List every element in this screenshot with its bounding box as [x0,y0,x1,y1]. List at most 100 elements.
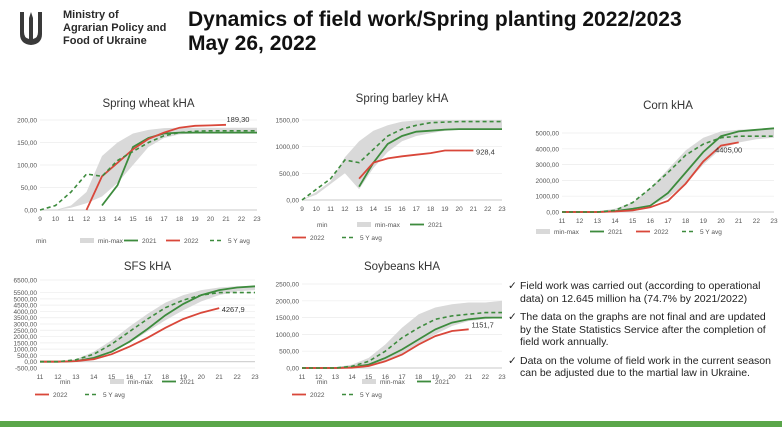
x-tick-label: 12 [54,374,62,381]
legend-label: 5 Y avg [228,238,250,245]
y-tick-label: 3500,00 [14,315,38,322]
x-tick-label: 18 [682,218,690,225]
legend-label: 5 Y avg [700,229,722,236]
y-tick-label: 1000,00 [276,332,300,339]
note-text: The data on the graphs are not final and… [520,311,766,348]
legend-label: 2021 [142,238,157,245]
x-tick-label: 9 [300,206,304,213]
y-tick-label: 100,00 [17,163,37,170]
x-tick-label: 16 [126,374,134,381]
x-tick-label: 17 [398,374,406,381]
x-tick-label: 13 [594,218,602,225]
x-tick-label: 15 [129,216,137,223]
x-tick-label: 20 [456,206,464,213]
x-tick-label: 12 [315,374,323,381]
check-icon: ✓ [508,354,517,367]
x-tick-label: 11 [68,216,75,223]
y-tick-label: 4000,00 [14,309,38,316]
x-tick-label: 21 [465,374,473,381]
x-tick-label: 14 [611,218,619,225]
chart-soybeans: Soybeans kHA 0,00 500,00 1000,00 1500,00 2000… [262,258,512,418]
note-item: ✓ Field work was carried out (according t… [508,280,778,305]
minmax-band [40,286,255,362]
check-icon: ✓ [508,311,517,323]
data-label: 1151,7 [471,320,493,329]
x-tick-label: 20 [448,374,456,381]
x-tick-label: 22 [238,216,246,223]
y-tick-label: 0,00 [24,359,37,366]
legend-label: 2021 [428,222,443,229]
legend-label: 2022 [53,392,68,399]
x-tick-label: 11 [37,374,44,381]
x-tick-label: 16 [398,206,406,213]
x-tick-label: 14 [114,216,122,223]
x-tick-label: 11 [299,374,306,381]
x-tick-label: 15 [365,374,373,381]
y-tick-label: 1500,00 [276,315,300,322]
ministry-line-2: Agrarian Policy and [63,22,167,34]
y-tick-label: 4000,00 [536,146,560,153]
y-tick-label: 3000,00 [536,162,560,169]
minmax-band [302,120,502,200]
y-tick-label: 500,00 [279,171,299,178]
x-tick-label: 23 [770,218,778,225]
x-tick-label: 12 [341,206,349,213]
x-tick-label: 22 [482,374,490,381]
chart-svg: Spring wheat kHA 0,00 50,00 100,00 150,00 200… [17,98,261,245]
chart-svg: Spring barley kHA 0,00 500,00 1000,00 1500,0… [276,93,506,242]
y-tick-label: 500,00 [17,353,37,360]
x-tick-label: 12 [83,216,91,223]
x-tick-label: 23 [251,374,259,381]
y-tick-label: 1500,00 [276,118,300,125]
notes-list: ✓ Field work was carried out (according t… [508,280,778,386]
data-label: 928,4 [476,147,495,156]
x-tick-label: 13 [72,374,80,381]
note-item: ✓ Data on the volume of field work in the… [508,355,778,380]
note-text: Field work was carried out (according to… [520,280,761,305]
y-tick-label: 2000,00 [14,334,38,341]
y-tick-label: 6500,00 [14,278,38,285]
title-line-2: May 26, 2022 [188,32,317,55]
legend-swatch-minmax [110,379,124,384]
legend-label: 5 Y avg [360,392,382,399]
title-line-1: Dynamics of field work/Spring planting 2… [188,8,682,31]
y-tick-label: -500,00 [15,366,37,373]
legend-label: 2022 [310,392,325,399]
y-tick-label: 50,00 [21,185,38,192]
legend-label: 2022 [310,235,325,242]
legend-label: min [317,222,328,229]
series-line-5-y-avg [40,291,255,363]
legend-label: min-max [554,229,580,236]
x-tick-label: 13 [332,374,340,381]
chart-corn: Corn kHA 0,00 1000,00 2000,00 3000,00 4000,00… [512,95,782,245]
x-tick-label: 18 [427,206,435,213]
ministry-name: Ministry of Agrarian Policy and Food of … [63,9,166,48]
y-tick-label: 1000,00 [536,194,560,201]
chart-title: Corn kHA [643,100,693,112]
chart-title: Spring wheat kHA [102,98,194,110]
x-tick-label: 16 [145,216,153,223]
footer-bar [0,421,782,427]
minmax-band [562,128,774,212]
chart-spring-barley: Spring barley kHA 0,00 500,00 1000,00 1500,0… [262,88,512,248]
x-tick-label: 14 [90,374,98,381]
legend-label: min [60,379,71,386]
series-line-2022 [302,328,469,369]
x-tick-label: 21 [216,374,224,381]
series-line-5-y-avg [301,120,502,201]
x-tick-label: 15 [384,206,392,213]
y-tick-label: 4500,00 [14,303,38,310]
legend-label: min-max [380,379,406,386]
x-tick-label: 10 [52,216,60,223]
series-line-2022 [85,123,227,211]
ministry-line-3: Food of Ukraine [63,35,147,47]
x-tick-label: 19 [432,374,440,381]
y-tick-label: 5000,00 [536,131,560,138]
legend-label: min-max [128,379,154,386]
legend-label: min [36,238,47,245]
x-tick-label: 11 [559,218,566,225]
x-tick-label: 10 [313,206,321,213]
legend-label: min [317,379,328,386]
chart-svg: SFS kHA-500,000,00500,001000,001500,0020… [14,261,259,399]
legend-label: min-max [375,222,401,229]
